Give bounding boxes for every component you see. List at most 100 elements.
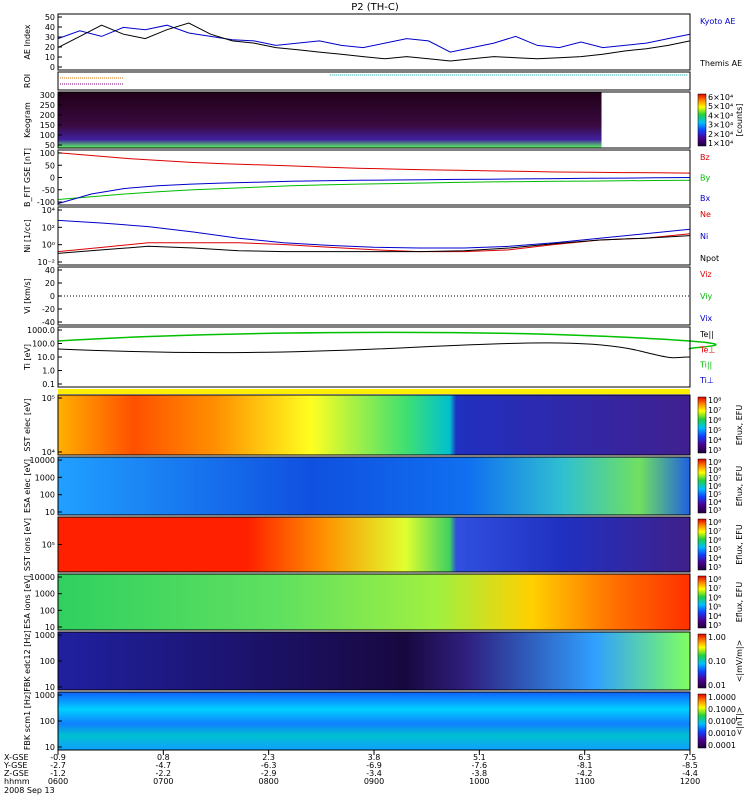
colorbar-tick-esa_i-2: 10⁶ (708, 593, 721, 602)
ytick-vi-3: -20 (42, 305, 55, 314)
panel-fbk_b: FBK edc12 [Hz] 1000 100 10 1.00 0.10 0.01 <|mV/… (23, 630, 744, 692)
legend-vi-1: Viy (700, 292, 713, 301)
colorbar-tick-esa_i-1: 10⁷ (708, 584, 721, 593)
panel-sst_e: SST elec [eV] 10⁵10⁴10⁸10⁷10⁶10⁵10⁴10³Efl… (23, 394, 744, 457)
colorbar-tick-esa_e-2: 10⁷ (708, 474, 721, 483)
series-ae-1 (57, 22, 691, 62)
ytick-fbk_s-0: 1000 (35, 691, 55, 700)
xtick-hhmm-4: 1000 (469, 777, 489, 786)
ytick-keogram-1: 250 (40, 101, 55, 110)
colorbar-tick-fbk_s-2: 0.0100 (708, 717, 736, 726)
colorbar-tick-sst_i-2: 10⁶ (708, 536, 721, 545)
legend-bfit-0: Bz (700, 153, 710, 162)
ytick-fbk_b-2: 10 (45, 683, 55, 692)
ylabel-roi: ROI (23, 74, 32, 88)
ylabel-ae: AE Index (23, 24, 32, 59)
series-ni-1 (57, 219, 691, 249)
colorbar-tick-esa_e-3: 10⁶ (708, 482, 721, 491)
ytick-keogram-5: 50 (45, 141, 55, 150)
legend-ae-0: Kyoto AE (700, 17, 735, 26)
ylabel-ni: Ni [1/cc] (23, 219, 32, 253)
legend-bfit-2: Bx (700, 194, 710, 203)
ylabel-esa_i: ESA ions [eV] (23, 575, 32, 629)
ylabel-fbk_b: FBK edc12 [Hz] (23, 630, 32, 691)
ytick-keogram-2: 200 (40, 111, 55, 120)
xtick-zgse-6: -4.4 (682, 769, 698, 778)
x-row-label-ygse: Y-GSE (3, 761, 27, 770)
frame-esa_e (57, 456, 691, 516)
colorbar-label-keogram: [counts] (735, 104, 744, 137)
ytick-ae-2: 30 (45, 33, 55, 42)
ylabel-bfit: B_FIT GSE [nT] (23, 148, 32, 207)
ytick-keogram-4: 100 (40, 131, 55, 140)
colorbar-tick-sst_i-1: 10⁷ (708, 527, 721, 536)
xtick-zgse-0: -1.2 (50, 769, 66, 778)
panel-vi: Vi [km/s] 40 20 0 -20 -40 Viz Viy Vix (23, 266, 713, 327)
ytick-sst_i-0: 10⁵ (42, 541, 55, 550)
spectrogram-fbk_s (58, 692, 690, 750)
ytick-ti-4: 0.1 (42, 380, 55, 389)
ytick-ti-1: 100.0 (32, 340, 55, 349)
colorbar-tick-keogram-3: 3×10⁴ (708, 121, 733, 130)
series-bfit-2 (57, 177, 691, 205)
xtick-ygse-3: -6.9 (366, 761, 382, 770)
x-row-label-xgse: X-GSE (4, 753, 29, 762)
colorbar-fbk_b (697, 633, 707, 689)
ytick-fbk_s-1: 100 (40, 717, 55, 726)
colorbar-sst_e (697, 396, 707, 454)
xtick-ygse-6: -8.5 (682, 761, 698, 770)
colorbar-tick-fbk_s-1: 0.1000 (708, 705, 736, 714)
xtick-xgse-2: 2.3 (262, 753, 275, 762)
colorbar-tick-esa_e-6: 10³ (708, 506, 721, 515)
ytick-ae-1: 40 (45, 23, 55, 32)
frame-roi (57, 71, 691, 91)
ytick-bfit-0: 100 (40, 149, 55, 158)
keogram-image (58, 92, 602, 148)
chart-title: P2 (TH-C) (351, 2, 399, 13)
legend-ti-1: Te⊥ (699, 345, 715, 354)
colorbar-tick-fbk_b-1: 0.10 (708, 657, 726, 666)
ytick-esa_e-2: 100 (40, 491, 55, 500)
xtick-zgse-3: -3.4 (366, 769, 382, 778)
panel-bfit: B_FIT GSE [nT] 100 50 0 -50 -100 Bz By Bx (23, 148, 710, 207)
colorbar-keogram (697, 93, 707, 147)
ytick-esa_i-2: 100 (40, 606, 55, 615)
x-row-label-zgse: Z-GSE (4, 769, 29, 778)
ytick-ni-1: 10² (42, 223, 55, 232)
xtick-xgse-4: 5.1 (473, 753, 486, 762)
xtick-ygse-2: -6.3 (261, 761, 277, 770)
panel-ni: Ni [1/cc] 10⁴ 10² 10⁰ 10⁻² Ne Ni Npot (23, 206, 719, 267)
ytick-ti-0: 1000.0 (27, 326, 55, 335)
colorbar-tick-keogram-1: 5×10⁴ (708, 102, 733, 111)
legend-ae-1: Themis AE (699, 59, 742, 68)
frame-ae (57, 13, 691, 71)
ylabel-sst_e: SST elec [eV] (23, 398, 32, 451)
ylabel-keogram: Keogram (23, 102, 32, 138)
colorbar-tick-keogram-0: 6×10⁴ (708, 93, 733, 102)
colorbar-esa_i (697, 575, 707, 629)
ytick-bfit-4: -100 (37, 198, 55, 207)
xtick-xgse-3: 3.8 (368, 753, 381, 762)
ytick-ae-3: 20 (45, 43, 55, 52)
colorbar-tick-sst_i-5: 10³ (708, 563, 721, 572)
frame-esa_i (57, 573, 691, 631)
series-ti-black (57, 342, 691, 359)
ytick-bfit-2: 0 (50, 174, 55, 183)
x-axis: X-GSE Y-GSE Z-GSE hhmm 2008 Sep 13 -0.9-… (3, 750, 700, 795)
xtick-hhmm-1: 0700 (153, 777, 173, 786)
date-label: 2008 Sep 13 (4, 786, 55, 795)
ytick-fbk_b-1: 100 (40, 657, 55, 666)
xtick-zgse-1: -2.2 (156, 769, 172, 778)
colorbar-tick-sst_e-3: 10⁵ (708, 426, 721, 435)
colorbar-tick-keogram-5: 1×10⁴ (708, 139, 733, 148)
ylabel-fbk_s: FBK scm1 [Hz] (23, 692, 32, 750)
xtick-ygse-0: -2.7 (50, 761, 66, 770)
colorbar-tick-sst_i-4: 10⁴ (708, 554, 721, 563)
spectrogram-esa_e (58, 457, 690, 515)
xtick-ygse-1: -4.7 (156, 761, 172, 770)
colorbar-tick-esa_i-3: 10⁵ (708, 603, 721, 612)
colorbar-tick-keogram-4: 2×10⁴ (708, 130, 733, 139)
spectrogram-sst_i (58, 517, 690, 572)
